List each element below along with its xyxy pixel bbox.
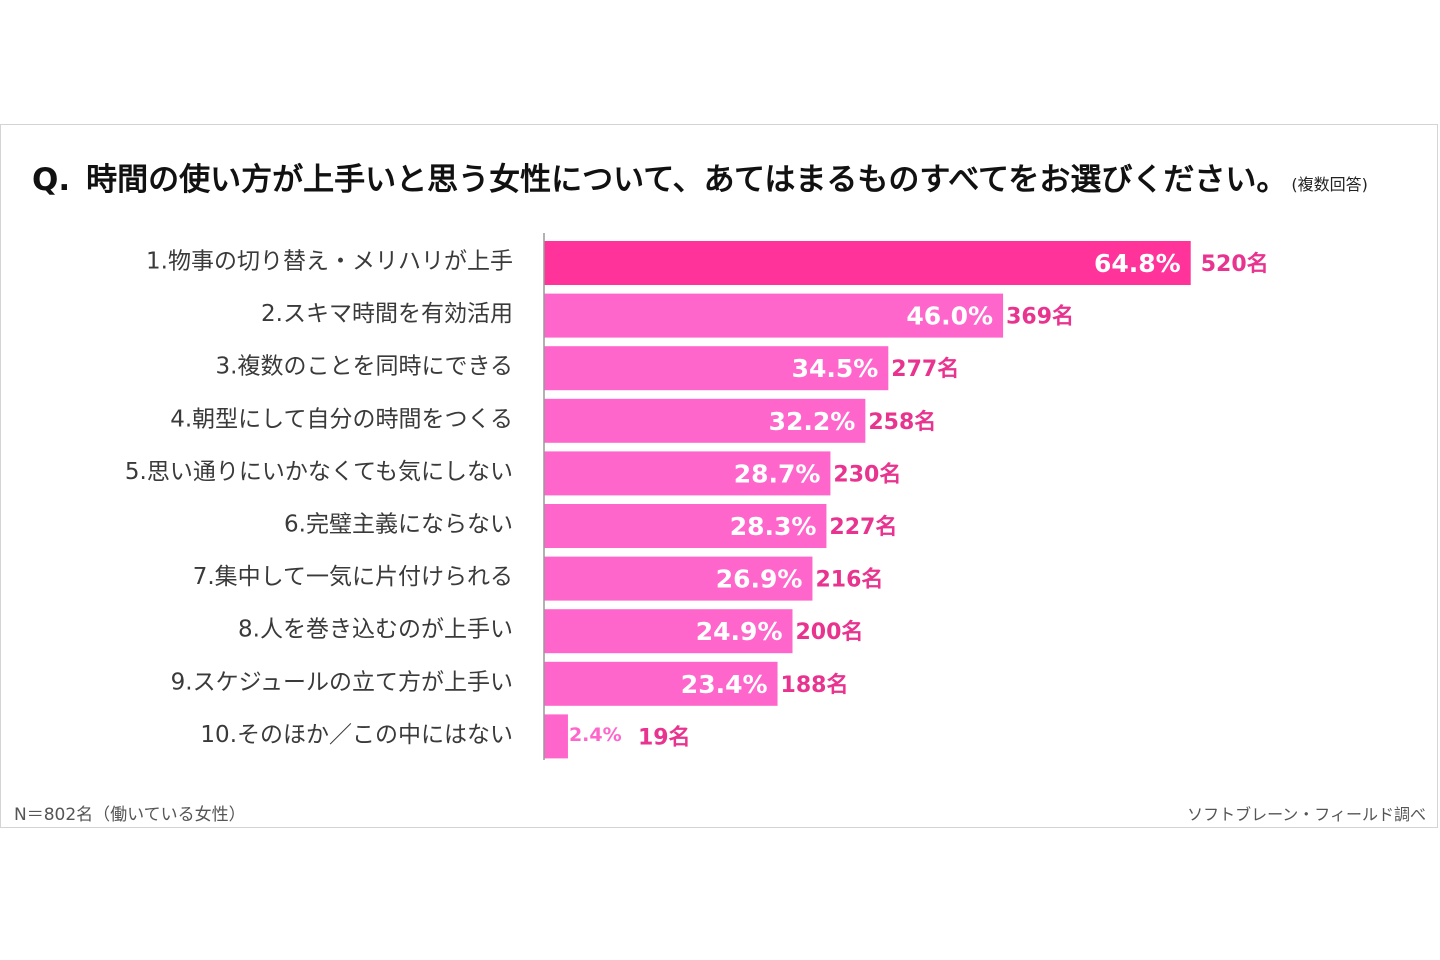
count-label-9: 188名 [781, 672, 849, 698]
bar-4 [544, 398, 866, 443]
bar-6 [544, 504, 827, 548]
value-label-4: 32.2% [769, 407, 856, 436]
count-label-6: 227名 [829, 514, 897, 540]
bar-3 [544, 346, 889, 391]
value-label-7: 26.9% [716, 565, 803, 594]
count-label-5: 230名 [833, 461, 901, 487]
source-note: ソフトブレーン・フィールド調べ [1187, 805, 1426, 824]
value-label-8: 24.9% [696, 617, 783, 646]
value-label-3: 34.5% [792, 354, 879, 383]
bar-8 [544, 609, 793, 654]
question-label: Q. [32, 162, 71, 198]
value-label-1: 64.8% [1094, 249, 1181, 278]
category-label-7: 7.集中して一気に片付けられる [193, 564, 513, 590]
category-label-1: 1.物事の切り替え・メリハリが上手 [146, 249, 513, 275]
count-label-3: 277名 [891, 356, 959, 382]
count-label-1: 520名 [1201, 251, 1269, 277]
category-label-6: 6.完璧主義にならない [284, 512, 513, 538]
bar-9 [544, 661, 778, 706]
value-label-6: 28.3% [730, 512, 817, 541]
category-label-10: 10.そのほか／この中にはない [200, 722, 513, 748]
count-label-10: 19名 [638, 724, 691, 750]
count-label-4: 258名 [868, 409, 936, 435]
bar-5 [544, 451, 831, 496]
category-label-2: 2.スキマ時間を有効活用 [261, 301, 513, 327]
count-label-7: 216名 [815, 567, 883, 593]
chart-title: Q. 時間の使い方が上手いと思う女性について、あてはまるものすべてをお選びください… [32, 158, 1368, 202]
category-label-3: 3.複数のことを同時にできる [216, 354, 513, 380]
question-text: 時間の使い方が上手いと思う女性について、あてはまるものすべてをお選びください。 [86, 162, 1288, 198]
category-label-8: 8.人を巻き込むのが上手い [238, 617, 513, 643]
question-note: (複数回答) [1291, 175, 1368, 194]
bar-2 [544, 293, 1004, 338]
value-label-2: 46.0% [906, 302, 993, 331]
count-label-2: 369名 [1006, 304, 1074, 330]
bar-1 [544, 241, 1191, 285]
category-label-5: 5.思い通りにいかなくても気にしない [125, 459, 513, 485]
sample-size-note: N＝802名（働いている女性） [14, 805, 246, 825]
value-label-9: 23.4% [681, 670, 768, 699]
value-label-5: 28.7% [734, 459, 821, 488]
bar-10 [544, 714, 568, 759]
bar-7 [544, 556, 813, 601]
category-label-4: 4.朝型にして自分の時間をつくる [170, 406, 513, 432]
category-label-9: 9.スケジュールの立て方が上手い [171, 669, 513, 695]
count-label-8: 200名 [796, 619, 864, 645]
value-label-10: 2.4% [569, 724, 622, 746]
